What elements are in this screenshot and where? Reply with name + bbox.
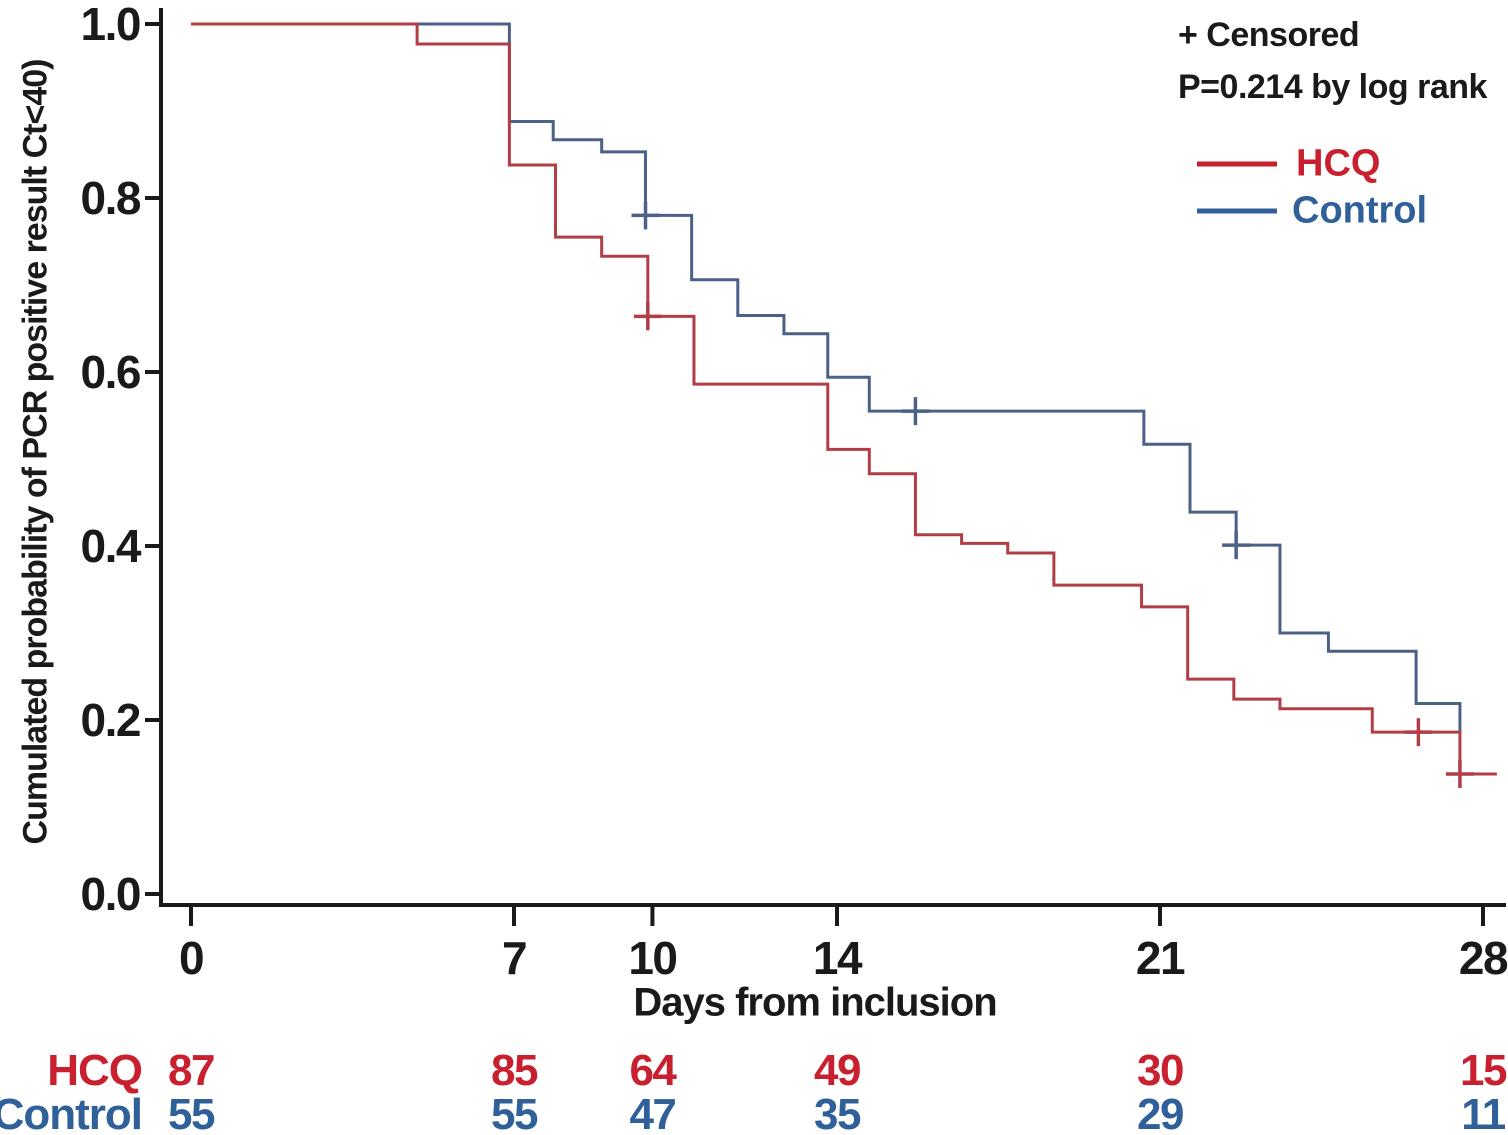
- risk-value-control-day21: 29: [1137, 1090, 1184, 1135]
- y-tick-label: 0.4: [80, 520, 142, 572]
- x-tick-label: 21: [1135, 932, 1186, 984]
- censored-annotation: + Censored: [1178, 16, 1360, 54]
- x-tick-label: 28: [1458, 932, 1508, 984]
- y-tick-label: 1.0: [80, 0, 142, 50]
- risk-value-hcq-day0: 87: [168, 1046, 215, 1095]
- x-tick-label: 0: [178, 932, 205, 984]
- y-tick-label: 0.6: [80, 346, 142, 398]
- legend-label-control: Control: [1292, 189, 1428, 232]
- risk-value-control-day28: 11: [1461, 1090, 1506, 1135]
- y-axis-title: Cumulated probability of PCR positive re…: [16, 59, 55, 845]
- risk-row-label-control: Control: [0, 1090, 143, 1135]
- pvalue-annotation: P=0.214 by log rank: [1178, 68, 1487, 106]
- x-tick-label: 10: [628, 932, 678, 984]
- risk-value-control-day10: 47: [629, 1090, 676, 1135]
- risk-value-hcq-day21: 30: [1137, 1046, 1184, 1095]
- risk-value-hcq-day10: 64: [629, 1046, 676, 1095]
- risk-row-label-hcq: HCQ: [47, 1046, 143, 1095]
- hcq-survival-curve: [191, 22, 1497, 776]
- control-survival-curve: [191, 22, 1462, 733]
- x-tick-label: 7: [501, 932, 528, 984]
- risk-value-control-day7: 55: [491, 1090, 538, 1135]
- risk-value-control-day0: 55: [168, 1090, 215, 1135]
- x-axis-title: Days from inclusion: [633, 980, 997, 1025]
- y-tick-label: 0.2: [80, 694, 142, 746]
- risk-value-hcq-day14: 49: [814, 1046, 861, 1095]
- legend-label-hcq: HCQ: [1296, 142, 1381, 185]
- risk-value-control-day14: 35: [814, 1090, 861, 1135]
- y-tick-label: 0.0: [80, 868, 142, 920]
- risk-value-hcq-day7: 85: [491, 1046, 538, 1095]
- risk-value-hcq-day28: 15: [1460, 1046, 1507, 1095]
- y-tick-label: 0.8: [80, 172, 142, 224]
- x-tick-label: 14: [812, 932, 863, 984]
